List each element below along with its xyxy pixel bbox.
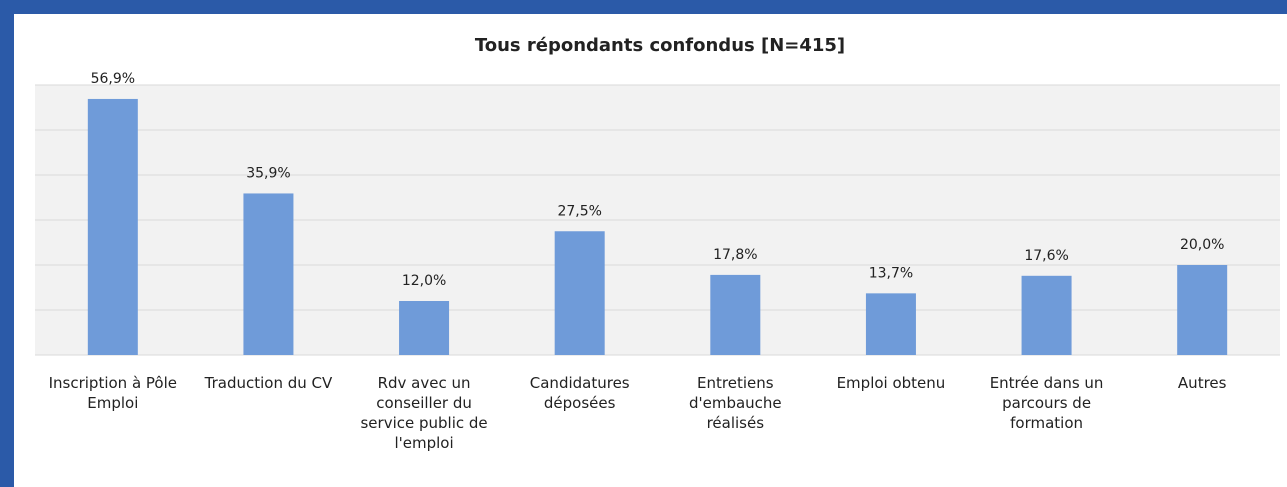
value-label: 17,8% bbox=[713, 247, 757, 263]
x-tick-label: Inscription à Pôle Emploi bbox=[48, 374, 178, 412]
bar bbox=[399, 301, 450, 355]
bar bbox=[243, 193, 294, 355]
x-tick-label: Autres bbox=[1177, 374, 1227, 392]
value-label: 17,6% bbox=[1024, 248, 1068, 264]
bar bbox=[865, 293, 916, 355]
chart-title: Tous répondants confondus [N=415] bbox=[475, 35, 845, 56]
bar bbox=[554, 231, 605, 355]
value-label: 27,5% bbox=[557, 203, 601, 219]
value-label: 13,7% bbox=[869, 265, 913, 281]
value-label: 56,9% bbox=[91, 71, 135, 87]
x-tick-label: Entrée dans un parcours de formation bbox=[989, 374, 1104, 432]
bar bbox=[1021, 275, 1072, 355]
bar bbox=[1177, 265, 1228, 355]
bar bbox=[710, 274, 761, 355]
x-tick-label: Traduction du CV bbox=[204, 374, 333, 392]
value-label: 20,0% bbox=[1180, 237, 1224, 253]
x-tick-label: Candidatures déposées bbox=[529, 374, 630, 412]
value-label: 35,9% bbox=[246, 165, 290, 181]
bar bbox=[87, 98, 138, 355]
x-tick-label: Emploi obtenu bbox=[836, 374, 946, 392]
value-label: 12,0% bbox=[402, 273, 446, 289]
x-tick-label: Entretiens d'embauche réalisés bbox=[688, 374, 782, 432]
x-tick-label: Rdv avec un conseiller du service public… bbox=[360, 374, 488, 452]
